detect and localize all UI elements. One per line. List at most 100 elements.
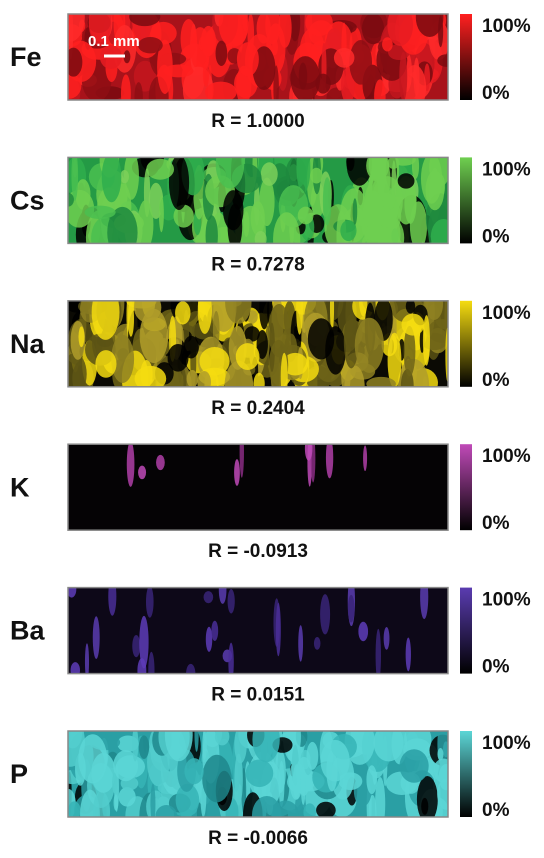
map-streak bbox=[234, 459, 240, 486]
map-streak bbox=[422, 315, 430, 366]
map-streak bbox=[173, 204, 194, 228]
map-streak bbox=[366, 157, 390, 181]
map-streak bbox=[242, 14, 248, 32]
element-label: Fe bbox=[10, 42, 42, 72]
map-streak bbox=[275, 602, 281, 657]
scale-max-label: 100% bbox=[482, 159, 531, 180]
map-streak bbox=[387, 14, 414, 46]
map-streak bbox=[134, 82, 143, 100]
map-streak bbox=[292, 764, 301, 800]
map-streak bbox=[68, 14, 85, 42]
color-bar bbox=[460, 731, 472, 817]
map-streak bbox=[366, 376, 396, 387]
map-streak bbox=[120, 169, 130, 184]
scale-max-label: 100% bbox=[482, 446, 531, 467]
map-streak bbox=[84, 205, 116, 219]
map-streak bbox=[421, 797, 429, 815]
map-streak bbox=[297, 206, 314, 225]
map-streak bbox=[107, 206, 138, 244]
scale-max-label: 100% bbox=[482, 733, 531, 754]
map-frame bbox=[67, 443, 449, 531]
map-streak bbox=[146, 158, 175, 180]
scale-min-label: 0% bbox=[482, 370, 510, 391]
map-streak bbox=[322, 177, 332, 226]
map-streak bbox=[403, 325, 416, 377]
map-streak bbox=[245, 759, 274, 788]
map-streak bbox=[383, 627, 390, 650]
map-streak bbox=[273, 212, 301, 244]
map-streak bbox=[430, 218, 448, 244]
map-streak bbox=[235, 343, 260, 370]
map-streak bbox=[118, 787, 136, 807]
map-streak bbox=[175, 783, 200, 817]
map-streak bbox=[186, 369, 198, 387]
scale-max-label: 100% bbox=[482, 590, 531, 611]
map-streak bbox=[239, 444, 244, 478]
scale-bar-label: 0.1 mm bbox=[88, 33, 140, 50]
map-streak bbox=[363, 445, 368, 472]
map-streak bbox=[215, 40, 228, 67]
map-streak bbox=[359, 300, 368, 317]
element-label: Ba bbox=[10, 616, 45, 646]
map-streak bbox=[132, 634, 141, 658]
map-streak bbox=[374, 79, 386, 100]
map-streak bbox=[265, 14, 281, 45]
map-streak bbox=[186, 663, 196, 674]
map-streak bbox=[253, 372, 265, 387]
map-streak bbox=[280, 352, 288, 387]
map-streak bbox=[199, 347, 230, 376]
map-streak bbox=[373, 731, 404, 762]
correlation-label: R = -0.0913 bbox=[208, 541, 308, 562]
map-streak bbox=[352, 198, 358, 225]
map-streak bbox=[399, 749, 429, 783]
map-streak bbox=[175, 301, 191, 325]
map-streak bbox=[78, 326, 85, 348]
scale-min-label: 0% bbox=[482, 800, 510, 821]
map-streak bbox=[211, 620, 219, 641]
map-background bbox=[68, 587, 448, 674]
map-streak bbox=[138, 735, 150, 759]
correlation-label: R = 0.2404 bbox=[211, 398, 305, 419]
map-streak bbox=[205, 626, 213, 652]
map-streak bbox=[250, 201, 265, 236]
map-streak bbox=[234, 753, 243, 806]
color-bar bbox=[460, 157, 472, 244]
map-streak bbox=[84, 643, 90, 674]
map-streak bbox=[368, 794, 377, 817]
map-streak bbox=[108, 587, 117, 616]
map-streak bbox=[168, 157, 190, 211]
map-streak bbox=[88, 14, 112, 47]
map-streak bbox=[203, 591, 214, 604]
map-streak bbox=[183, 335, 199, 359]
map-streak bbox=[113, 750, 139, 782]
map-streak bbox=[375, 628, 381, 674]
map-streak bbox=[138, 37, 163, 54]
map-streak bbox=[304, 444, 313, 461]
map-streak bbox=[420, 587, 429, 620]
map-streak bbox=[405, 637, 411, 672]
map-streak bbox=[282, 731, 301, 762]
map-streak bbox=[71, 157, 79, 201]
map-streak bbox=[202, 61, 210, 87]
map-streak bbox=[364, 223, 386, 244]
map-streak bbox=[366, 765, 378, 795]
map-streak bbox=[303, 803, 317, 817]
map-streak bbox=[354, 317, 384, 373]
map-streak bbox=[340, 67, 356, 100]
map-streak bbox=[244, 326, 260, 342]
map-streak bbox=[300, 766, 306, 805]
map-streak bbox=[310, 444, 316, 483]
color-bar bbox=[460, 300, 472, 387]
map-streak bbox=[184, 758, 204, 785]
element-map bbox=[68, 731, 448, 817]
map-frame bbox=[67, 13, 449, 101]
map-streak bbox=[333, 47, 355, 68]
element-label: Na bbox=[10, 329, 45, 359]
map-streak bbox=[222, 190, 244, 231]
map-streak bbox=[155, 805, 178, 817]
map-streak bbox=[349, 40, 373, 85]
map-streak bbox=[113, 794, 119, 811]
correlation-label: R = -0.0066 bbox=[208, 828, 308, 849]
map-streak bbox=[214, 731, 230, 746]
map-streak bbox=[326, 28, 342, 49]
